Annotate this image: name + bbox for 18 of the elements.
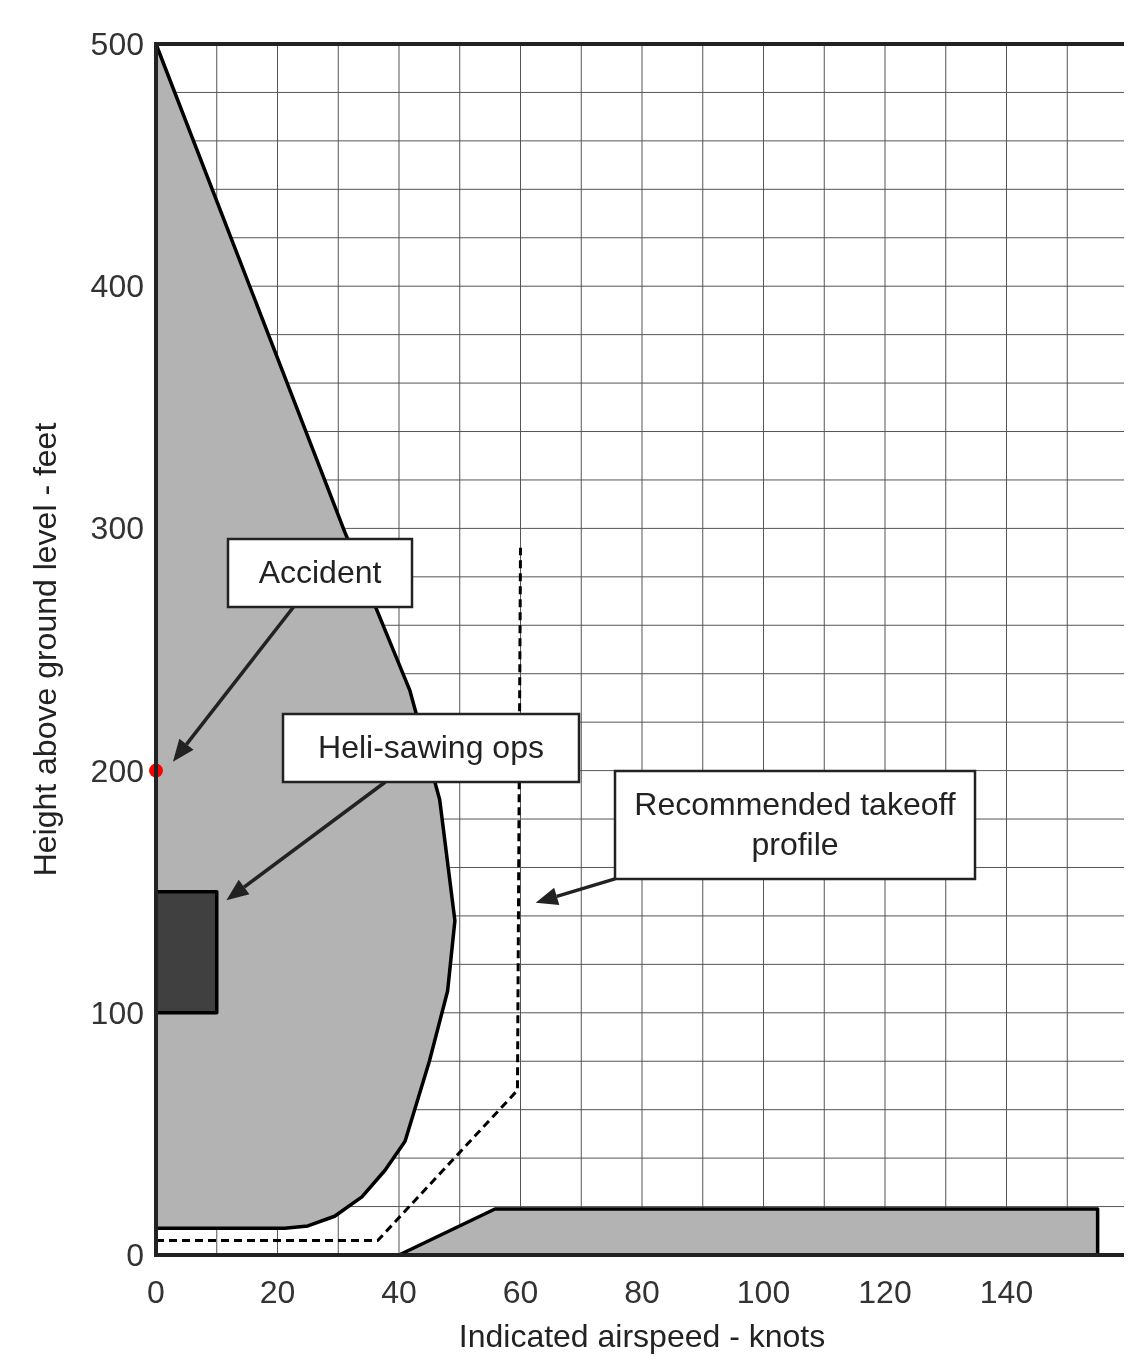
- x-tick-label: 120: [858, 1274, 912, 1310]
- x-tick-label: 100: [736, 1274, 791, 1310]
- x-tick-label: 20: [259, 1274, 296, 1310]
- x-tick-label: 60: [502, 1274, 539, 1310]
- y-tick-label: 200: [90, 752, 144, 789]
- annotation: Accident: [258, 554, 382, 590]
- x-tick-label: 40: [381, 1274, 417, 1310]
- y-tick-label: 300: [90, 510, 144, 547]
- y-axis-title: Height above ground level - feet: [27, 422, 63, 877]
- x-tick-label: 140: [979, 1274, 1034, 1310]
- y-tick-label: 500: [90, 26, 144, 62]
- y-tick-label: 0: [126, 1237, 144, 1273]
- x-axis-title: Indicated airspeed - knots: [458, 1318, 826, 1354]
- y-tick-label: 100: [90, 994, 144, 1031]
- y-tick-label: 400: [90, 268, 144, 305]
- annotation: Recommended takeoff profile: [634, 786, 956, 862]
- x-tick-label: 80: [624, 1274, 660, 1310]
- annotation: Heli-sawing ops: [318, 729, 544, 765]
